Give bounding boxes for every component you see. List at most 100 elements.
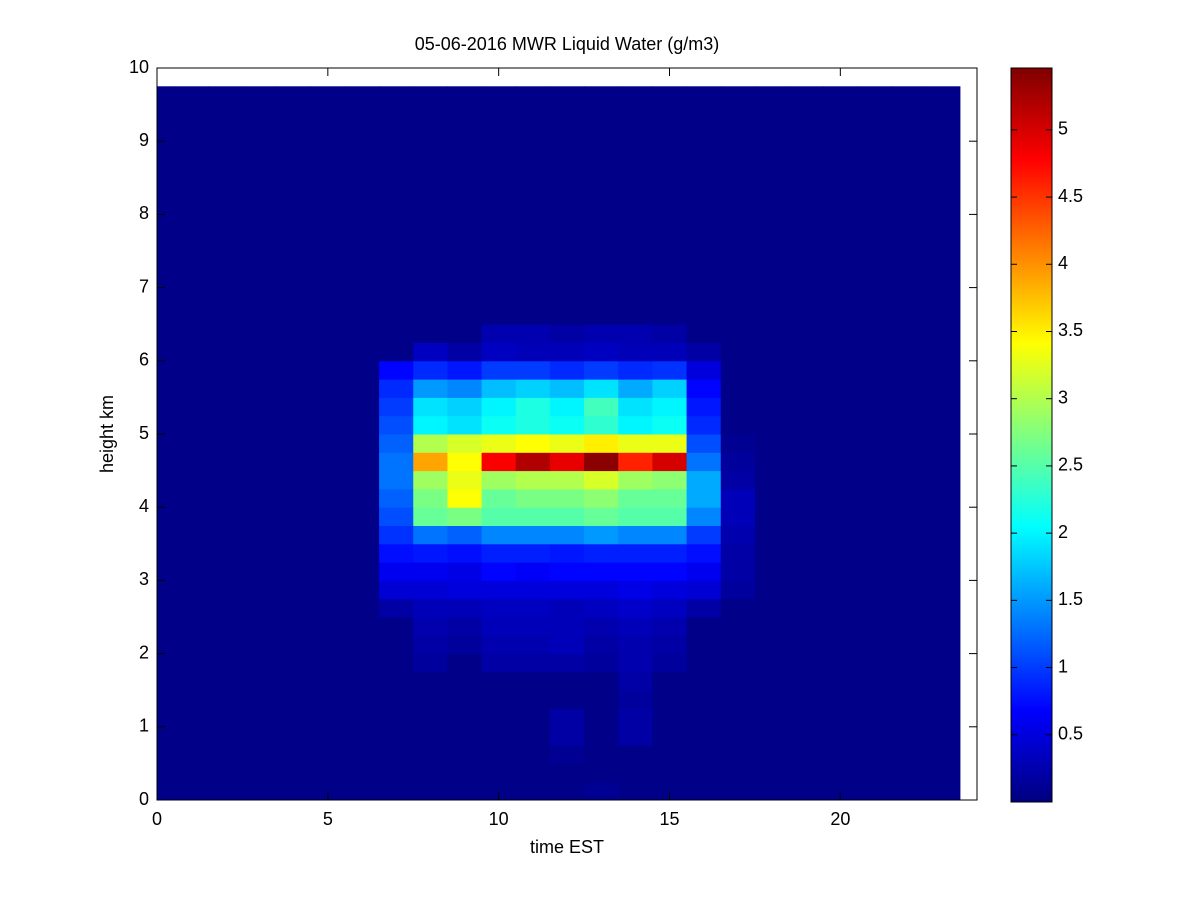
cell xyxy=(447,543,483,563)
cell xyxy=(242,342,278,362)
cell xyxy=(515,104,551,124)
cell xyxy=(447,214,483,234)
cell xyxy=(686,214,722,234)
cell xyxy=(584,397,619,417)
cell xyxy=(413,598,448,618)
cell xyxy=(789,415,824,435)
cell xyxy=(754,470,790,490)
cell xyxy=(174,434,209,453)
cell xyxy=(652,763,688,783)
cell xyxy=(310,525,346,545)
cell xyxy=(242,653,278,673)
cell xyxy=(310,122,346,142)
colorbar-tick-label: 2.5 xyxy=(1058,455,1083,475)
cell xyxy=(310,251,346,270)
cell xyxy=(208,671,243,691)
cell xyxy=(242,122,278,142)
cell xyxy=(157,470,175,490)
cell xyxy=(789,507,824,526)
cell xyxy=(208,708,243,728)
cell xyxy=(857,525,893,545)
cell xyxy=(174,690,209,709)
cell xyxy=(157,763,175,783)
cell xyxy=(549,360,585,380)
cell xyxy=(857,726,893,746)
cell xyxy=(157,434,175,453)
cell xyxy=(157,635,175,655)
cell xyxy=(549,580,585,600)
cell xyxy=(549,141,585,160)
cell xyxy=(584,214,619,234)
cell xyxy=(242,470,278,490)
chart-title: 05-06-2016 MWR Liquid Water (g/m3) xyxy=(415,34,719,54)
cell xyxy=(447,653,483,673)
cell xyxy=(925,196,961,215)
heatmap-cells xyxy=(157,86,961,800)
cell xyxy=(481,653,517,673)
cell xyxy=(789,635,824,655)
cell xyxy=(447,690,483,709)
cell xyxy=(157,104,175,124)
cell xyxy=(413,214,448,234)
cell xyxy=(549,305,585,325)
cell xyxy=(891,562,927,581)
cell xyxy=(379,159,414,179)
cell xyxy=(618,269,653,289)
cell xyxy=(515,269,551,289)
cell xyxy=(891,488,927,508)
cell xyxy=(789,708,824,728)
colorbar-tick-label: 3.5 xyxy=(1058,320,1083,340)
cell xyxy=(447,470,483,490)
cell xyxy=(618,104,653,124)
cell xyxy=(447,671,483,691)
cell xyxy=(584,635,619,655)
cell xyxy=(344,671,380,691)
cell xyxy=(754,708,790,728)
cell xyxy=(686,690,722,709)
x-tick-label: 10 xyxy=(489,809,509,829)
cell xyxy=(413,635,448,655)
cell xyxy=(447,379,483,398)
cell xyxy=(310,708,346,728)
cell xyxy=(413,379,448,398)
cell xyxy=(481,708,517,728)
cell xyxy=(276,415,312,435)
cell xyxy=(276,159,312,179)
cell xyxy=(481,726,517,746)
cell xyxy=(310,635,346,655)
cell xyxy=(276,635,312,655)
cell xyxy=(891,269,927,289)
cell xyxy=(652,598,688,618)
cell xyxy=(652,196,688,215)
cell xyxy=(686,397,722,417)
cell xyxy=(618,305,653,325)
cell xyxy=(754,379,790,398)
cell xyxy=(481,287,517,307)
cell xyxy=(789,543,824,563)
cell xyxy=(652,104,688,124)
cell xyxy=(157,360,175,380)
cell xyxy=(310,726,346,746)
cell xyxy=(379,488,414,508)
cell xyxy=(652,287,688,307)
cell xyxy=(208,342,243,362)
cell xyxy=(276,580,312,600)
cell xyxy=(447,104,483,124)
cell xyxy=(379,653,414,673)
cell xyxy=(447,360,483,380)
cell xyxy=(925,141,961,160)
cell xyxy=(379,287,414,307)
cell xyxy=(652,232,688,252)
y-tick-label: 7 xyxy=(139,276,149,296)
cell xyxy=(344,415,380,435)
cell xyxy=(584,507,619,526)
cell xyxy=(789,671,824,691)
cell xyxy=(208,196,243,215)
cell xyxy=(242,415,278,435)
cell xyxy=(720,726,756,746)
cell xyxy=(720,141,756,160)
cell xyxy=(447,525,483,545)
cell xyxy=(310,434,346,453)
cell xyxy=(823,562,858,581)
cell xyxy=(174,324,209,343)
